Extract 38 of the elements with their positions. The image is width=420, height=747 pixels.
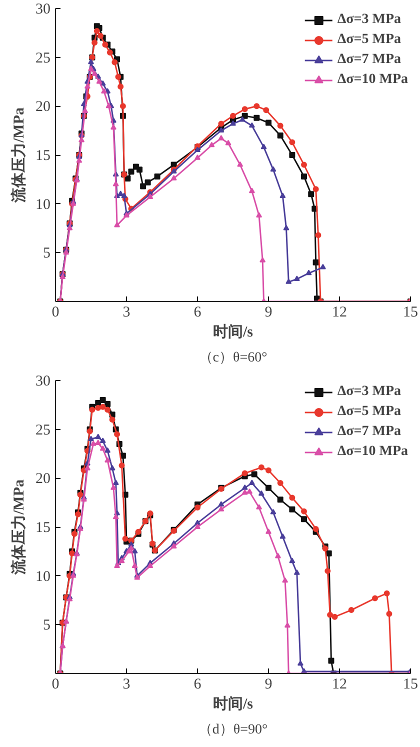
x-tick-label: 12 <box>332 304 347 320</box>
text: （d）θ=90° <box>198 722 268 738</box>
x-tick-label: 15 <box>403 676 418 692</box>
y-axis-title: 流体压力/MPa <box>10 107 28 204</box>
legend-label: Δσ=5 MPa <box>337 32 401 48</box>
x-tick-label: 0 <box>52 676 60 692</box>
legend-label: Δσ=3 MPa <box>337 12 401 28</box>
x-tick-label: 3 <box>122 676 130 692</box>
legend-label: Δσ=5 MPa <box>337 404 401 420</box>
x-tick-label: 3 <box>122 304 130 320</box>
legend-label: Δσ=10 MPa <box>337 444 408 460</box>
legend-label: Δσ=7 MPa <box>337 52 401 68</box>
y-tick-label: 25 <box>36 422 50 438</box>
y-tick-label: 20 <box>36 99 50 116</box>
x-tick-label: 6 <box>194 304 202 320</box>
x-axis-title: 时间/s <box>213 324 254 340</box>
legend-label: Δσ=10 MPa <box>337 72 408 88</box>
y-tick-label: 5 <box>43 246 50 262</box>
y-tick-label: 20 <box>36 471 50 488</box>
x-tick-label: 6 <box>194 676 202 692</box>
y-tick-label: 25 <box>36 50 50 66</box>
y-tick-label: 15 <box>36 148 50 164</box>
x-axis-title: 时间/s <box>213 696 254 712</box>
legend-label: Δσ=3 MPa <box>337 384 401 400</box>
x-tick-label: 9 <box>264 676 272 692</box>
x-tick-label: 12 <box>332 676 347 692</box>
y-tick-label: 30 <box>36 2 50 18</box>
x-tick-label: 0 <box>52 304 60 320</box>
legend-label: Δσ=7 MPa <box>337 424 401 440</box>
y-tick-label: 10 <box>36 196 50 213</box>
y-tick-label: 5 <box>43 618 50 634</box>
y-tick-label: 15 <box>36 520 50 536</box>
y-tick-label: 10 <box>36 568 50 585</box>
x-tick-label: 9 <box>264 304 272 320</box>
y-tick-label: 30 <box>36 374 50 390</box>
x-tick-label: 15 <box>403 304 418 320</box>
y-axis-title: 流体压力/MPa <box>10 479 28 576</box>
text: （c）θ=60° <box>198 350 268 366</box>
